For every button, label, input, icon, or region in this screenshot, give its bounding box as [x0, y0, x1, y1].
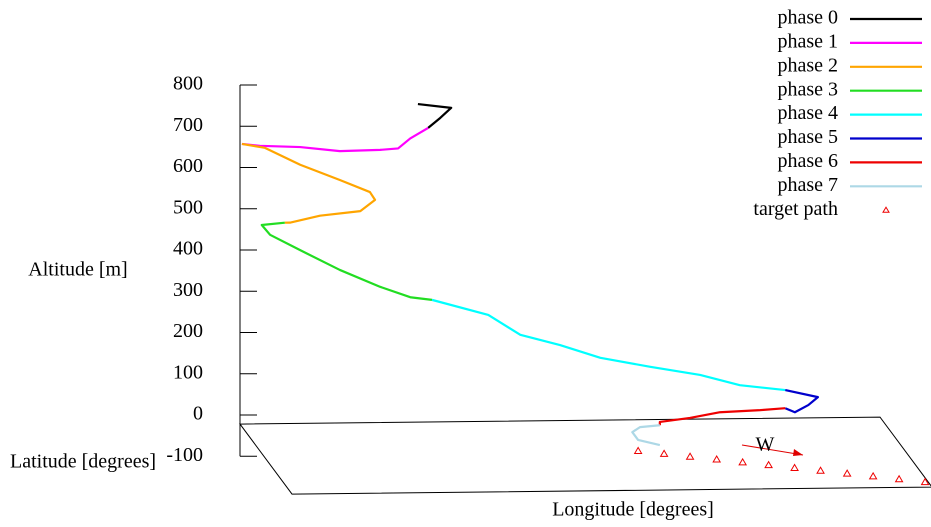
target-point [868, 471, 878, 480]
trajectory-line [260, 221, 433, 301]
legend-label: phase 5 [777, 126, 838, 148]
z-tick-label: 400 [173, 238, 203, 260]
z-tick-label: 300 [173, 279, 203, 301]
legend-label: phase 4 [777, 102, 838, 124]
z-tick-label: 0 [193, 403, 203, 425]
z-tick-label: 500 [173, 196, 203, 218]
target-point [685, 452, 695, 460]
trajectory-line [417, 102, 453, 129]
legend-swatch [882, 206, 890, 213]
legend-label: target path [753, 198, 838, 220]
target-point [894, 474, 904, 483]
legend-label: phase 0 [777, 7, 838, 29]
base-plane [239, 416, 931, 495]
target-point [659, 449, 669, 457]
z-tick-label: -100 [166, 444, 203, 466]
trajectory-line [784, 388, 820, 414]
wind-arrow-head [793, 449, 803, 456]
z-tick-label: 200 [173, 320, 203, 342]
legend-label: phase 2 [777, 54, 838, 76]
x-axis-label: Longitude [degrees] [552, 499, 714, 521]
trajectory-line [431, 298, 786, 392]
trajectory-line [241, 126, 429, 153]
trajectory-line [658, 407, 786, 426]
annotation: W [756, 434, 775, 456]
target-point [712, 455, 722, 463]
legend-label: phase 6 [777, 150, 838, 172]
z-tick-label: 100 [173, 361, 203, 383]
wind-arrow [741, 444, 804, 456]
trajectory-line [631, 424, 661, 447]
target-point [790, 463, 799, 471]
z-tick-label: 600 [173, 155, 203, 177]
legend-label: phase 3 [777, 78, 838, 100]
z-axis-label: Altitude [m] [28, 259, 127, 281]
target-point [633, 446, 643, 455]
legend-label: phase 1 [777, 30, 838, 52]
z-tick-label: 700 [173, 114, 203, 136]
z-tick-label: 800 [173, 73, 203, 95]
trajectory-line [241, 142, 377, 224]
legend-label: phase 7 [777, 174, 838, 196]
y-axis-label: Latitude [degrees] [10, 451, 156, 473]
target-point [816, 466, 825, 474]
target-point [920, 477, 930, 486]
target-point [764, 460, 773, 469]
target-point [842, 469, 852, 477]
target-point [738, 457, 748, 466]
